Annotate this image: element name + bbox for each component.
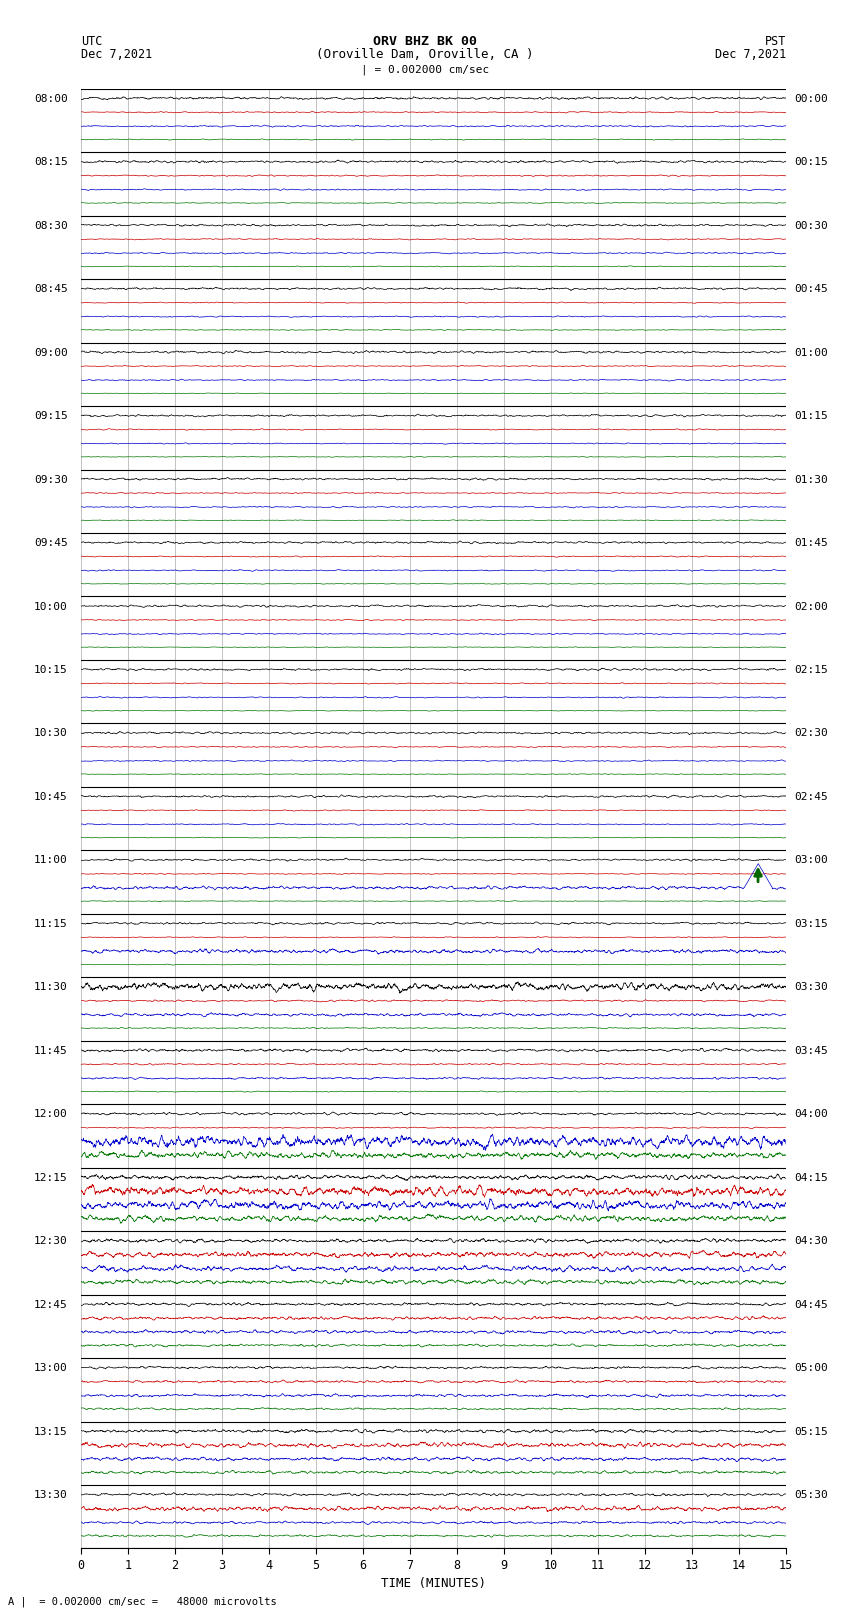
Text: 13:30: 13:30 <box>34 1490 68 1500</box>
Text: 05:30: 05:30 <box>795 1490 829 1500</box>
Text: 11:00: 11:00 <box>34 855 68 866</box>
Text: 02:30: 02:30 <box>795 729 829 739</box>
Text: 11:45: 11:45 <box>34 1045 68 1057</box>
Text: 04:30: 04:30 <box>795 1236 829 1247</box>
Text: 10:30: 10:30 <box>34 729 68 739</box>
Text: 01:30: 01:30 <box>795 474 829 484</box>
Text: 02:45: 02:45 <box>795 792 829 802</box>
Text: 05:00: 05:00 <box>795 1363 829 1373</box>
Text: 02:00: 02:00 <box>795 602 829 611</box>
Text: UTC: UTC <box>81 35 102 48</box>
Text: A |  = 0.002000 cm/sec =   48000 microvolts: A | = 0.002000 cm/sec = 48000 microvolts <box>8 1595 277 1607</box>
Text: 00:00: 00:00 <box>795 94 829 103</box>
Text: 00:15: 00:15 <box>795 156 829 168</box>
Text: 12:00: 12:00 <box>34 1110 68 1119</box>
Text: 13:00: 13:00 <box>34 1363 68 1373</box>
Text: 12:15: 12:15 <box>34 1173 68 1182</box>
Text: Dec 7,2021: Dec 7,2021 <box>715 48 786 61</box>
Text: 12:45: 12:45 <box>34 1300 68 1310</box>
Text: 03:45: 03:45 <box>795 1045 829 1057</box>
Text: 04:15: 04:15 <box>795 1173 829 1182</box>
Text: (Oroville Dam, Oroville, CA ): (Oroville Dam, Oroville, CA ) <box>316 48 534 61</box>
Text: 01:15: 01:15 <box>795 411 829 421</box>
Text: Dec 7,2021: Dec 7,2021 <box>81 48 152 61</box>
Text: 04:45: 04:45 <box>795 1300 829 1310</box>
Text: 08:00: 08:00 <box>34 94 68 103</box>
Text: 08:30: 08:30 <box>34 221 68 231</box>
Text: 10:15: 10:15 <box>34 665 68 674</box>
Text: 11:30: 11:30 <box>34 982 68 992</box>
Text: 09:45: 09:45 <box>34 539 68 548</box>
Text: 12:30: 12:30 <box>34 1236 68 1247</box>
Text: 09:15: 09:15 <box>34 411 68 421</box>
Text: 01:45: 01:45 <box>795 539 829 548</box>
Text: 13:15: 13:15 <box>34 1426 68 1437</box>
X-axis label: TIME (MINUTES): TIME (MINUTES) <box>381 1578 486 1590</box>
Text: 03:15: 03:15 <box>795 919 829 929</box>
Text: 11:15: 11:15 <box>34 919 68 929</box>
Text: 03:00: 03:00 <box>795 855 829 866</box>
Text: 10:00: 10:00 <box>34 602 68 611</box>
Text: 08:15: 08:15 <box>34 156 68 168</box>
Text: 00:45: 00:45 <box>795 284 829 294</box>
Text: PST: PST <box>765 35 786 48</box>
Text: 09:00: 09:00 <box>34 348 68 358</box>
Text: 04:00: 04:00 <box>795 1110 829 1119</box>
Text: ORV BHZ BK 00: ORV BHZ BK 00 <box>373 35 477 48</box>
Text: 01:00: 01:00 <box>795 348 829 358</box>
Text: 03:30: 03:30 <box>795 982 829 992</box>
Text: 02:15: 02:15 <box>795 665 829 674</box>
Text: 00:30: 00:30 <box>795 221 829 231</box>
Text: 08:45: 08:45 <box>34 284 68 294</box>
Text: 05:15: 05:15 <box>795 1426 829 1437</box>
Text: 09:30: 09:30 <box>34 474 68 484</box>
Text: 10:45: 10:45 <box>34 792 68 802</box>
Text: | = 0.002000 cm/sec: | = 0.002000 cm/sec <box>361 65 489 76</box>
